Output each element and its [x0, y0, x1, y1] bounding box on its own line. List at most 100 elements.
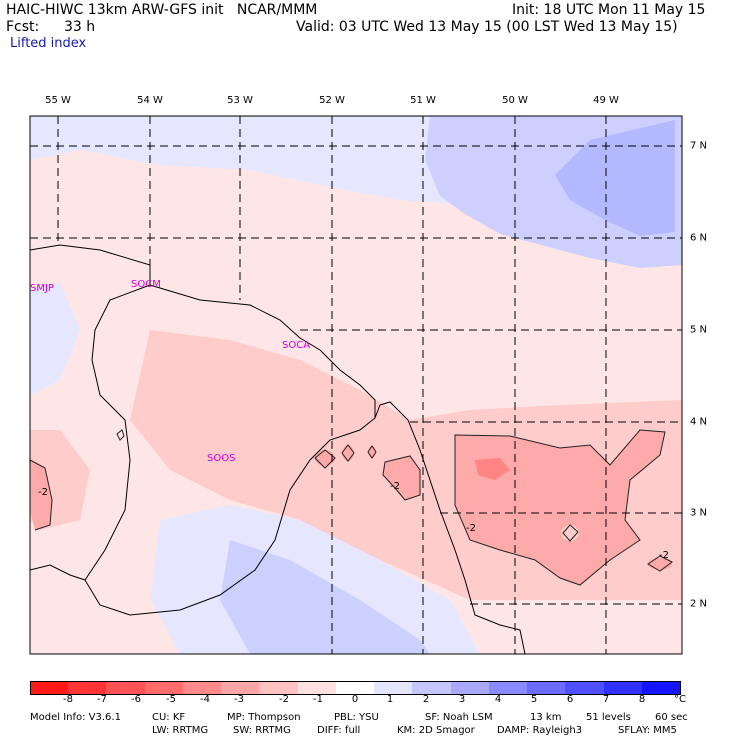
station-label-soos: SOOS — [207, 453, 236, 464]
colorbar-tick-label: 1 — [386, 694, 394, 705]
contour-label: -2 — [659, 550, 669, 561]
colorbar-tick-label: 3 — [458, 694, 466, 705]
unstable-hole — [561, 525, 579, 541]
lon-label: 53 W — [227, 95, 253, 106]
lon-label: 49 W — [593, 95, 619, 106]
contour-line — [562, 524, 579, 542]
station-label-soca: SOCA — [282, 340, 311, 351]
model-info-mp: MP: Thompson — [227, 712, 301, 723]
model-title: HAIC-HIWC 13km ARW-GFS init NCAR/MMM — [6, 2, 318, 18]
valid-time: Valid: 03 UTC Wed 13 May 15 (00 LST Wed … — [296, 19, 678, 35]
colorbar-tick-label: 7 — [602, 694, 610, 705]
forecast-hour-value: 33 h — [64, 19, 96, 35]
colorbar-swatch — [412, 681, 452, 695]
colorbar-swatch — [565, 681, 605, 695]
lon-label: 54 W — [137, 95, 163, 106]
unstable-core-east — [475, 458, 510, 480]
colorbar-unit-label: °C — [674, 694, 686, 705]
stable-region-south-core — [220, 540, 430, 654]
lon-label: 51 W — [410, 95, 436, 106]
colorbar-swatch — [641, 681, 682, 695]
model-info-sflay: SFLAY: MM5 — [618, 725, 677, 736]
model-info-levels: 51 levels — [586, 712, 631, 723]
unstable-region-mid — [383, 456, 420, 500]
unstable-spot-3 — [368, 446, 376, 458]
lat-label: 2 N — [690, 598, 708, 610]
colorbar-tick-label: -8 — [63, 694, 73, 705]
colorbar-tick-label: -5 — [166, 694, 176, 705]
colorbar-tick-label: 2 — [422, 694, 430, 705]
colorbar-swatch — [144, 681, 184, 695]
contour-line — [341, 444, 355, 462]
unstable-spot-2 — [342, 445, 354, 461]
colorbar-swatch — [335, 681, 375, 695]
contour-line — [454, 429, 666, 586]
border-suriname-east — [84, 401, 526, 655]
colorbar-tick-label: -3 — [234, 694, 244, 705]
colorbar-swatch — [259, 681, 299, 695]
contour-line — [29, 459, 53, 531]
model-info-version: Model Info: V3.6.1 — [30, 712, 121, 723]
colorbar-tick-label: -4 — [200, 694, 210, 705]
colorbar-tick-label: 8 — [638, 694, 646, 705]
contour-line — [382, 455, 421, 501]
model-info-pbl: PBL: YSU — [334, 712, 379, 723]
colorbar-tick-label: 5 — [530, 694, 538, 705]
colorbar-swatch — [374, 681, 413, 695]
graticule — [30, 116, 682, 654]
contour-lines — [29, 429, 673, 586]
lon-label: 52 W — [319, 95, 345, 106]
model-info-damp: DAMP: Rayleigh3 — [497, 725, 583, 736]
model-info-diff: DIFF: full — [317, 725, 361, 736]
lat-label: 3 N — [690, 507, 708, 519]
model-info-sf: SF: Noah LSM — [425, 712, 493, 723]
colorbar-swatch — [182, 681, 222, 695]
colorbar-swatch — [488, 681, 528, 695]
contour-line — [116, 429, 125, 441]
station-label-socm: SOCM — [131, 279, 161, 290]
contour-line — [647, 555, 673, 572]
contour-label: -2 — [390, 481, 400, 492]
model-info-km: KM: 2D Smagor — [397, 725, 475, 736]
colorbar-swatch — [221, 681, 260, 695]
colorbar-swatch — [527, 681, 566, 695]
coastline-north — [149, 284, 376, 418]
forecast-hour-label: Fcst: — [6, 19, 40, 35]
model-info-timestep: 60 sec — [655, 712, 688, 723]
model-info-cu: CU: KF — [152, 712, 186, 723]
station-label-smjp: SMJP — [30, 283, 54, 294]
stable-region-west — [30, 282, 80, 395]
colorbar-tick-label: -7 — [97, 694, 107, 705]
contour-line — [367, 445, 377, 459]
contour-line — [314, 449, 336, 469]
colorbar-swatch — [68, 681, 107, 695]
colorbar-tick-label: -6 — [131, 694, 141, 705]
model-info-resolution: 13 km — [530, 712, 562, 723]
lat-label: 6 N — [690, 232, 708, 244]
stable-region-northeast-core — [555, 120, 675, 236]
lon-label: 50 W — [502, 95, 528, 106]
colorbar-swatch — [106, 681, 146, 695]
colorbar-swatch — [297, 681, 337, 695]
contour-label: -2 — [466, 523, 476, 534]
lat-label: 5 N — [690, 324, 708, 336]
border-suriname-west — [29, 244, 151, 581]
lat-label: 7 N — [690, 140, 708, 152]
unstable-region-west-core — [30, 460, 52, 530]
model-info-sw: SW: RRTMG — [233, 725, 291, 736]
colorbar-tick-label: 4 — [494, 694, 502, 705]
map-frame — [29, 115, 683, 655]
model-info-lw: LW: RRTMG — [152, 725, 209, 736]
country-borders — [29, 244, 526, 655]
colorbar-swatch — [30, 681, 70, 695]
lat-label: 4 N — [690, 416, 708, 428]
init-time: Init: 18 UTC Mon 11 May 15 — [512, 2, 706, 18]
contour-label: -2 — [38, 487, 48, 498]
lon-label: 55 W — [45, 95, 71, 106]
colorbar-tick-label: 6 — [566, 694, 574, 705]
colorbar-tick-label: 0 — [351, 694, 359, 705]
colorbar-tick-label: -2 — [279, 694, 289, 705]
field-name: Lifted index — [10, 36, 87, 51]
colorbar-swatch — [450, 681, 490, 695]
